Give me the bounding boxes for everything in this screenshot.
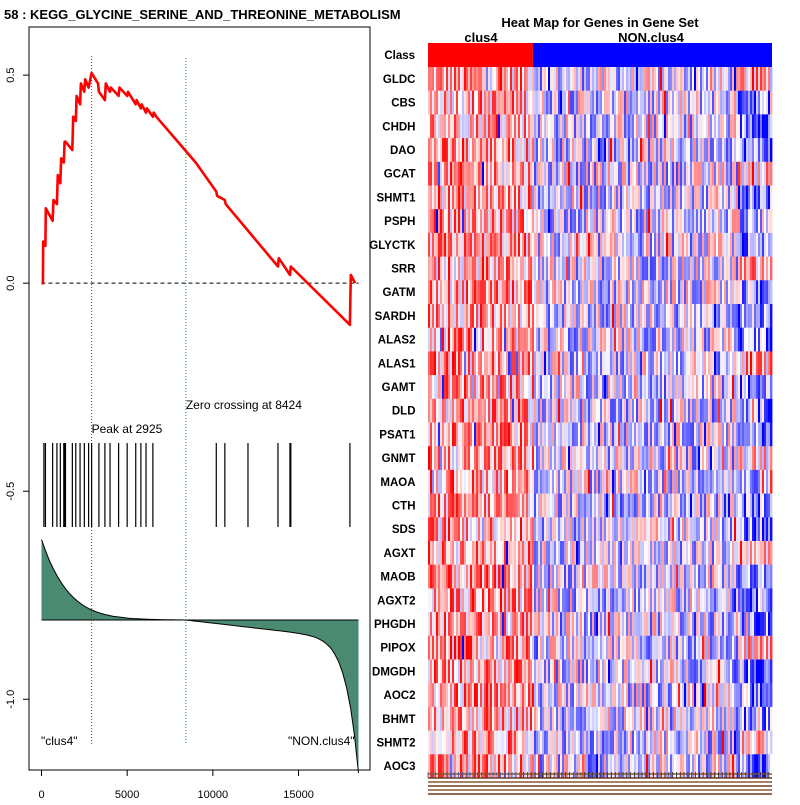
heatmap-row	[428, 375, 772, 399]
heatmap-row	[428, 351, 772, 375]
heatmap-row	[428, 209, 772, 233]
heatmap-cell	[770, 399, 772, 423]
heatmap-cell	[770, 423, 772, 447]
y-tick-label: -0.5	[5, 482, 17, 501]
heatmap-title: Heat Map for Genes in Gene Set	[501, 15, 699, 30]
heatmap-row	[428, 186, 772, 210]
heatmap-cell	[770, 470, 772, 494]
heatmap-row	[428, 280, 772, 304]
heatmap-cell	[770, 209, 772, 233]
heatmap-cell	[770, 304, 772, 328]
heatmap-row	[428, 138, 772, 162]
group-label-clus4: "clus4"	[41, 734, 78, 748]
peak-label: Peak at 2925	[92, 422, 163, 436]
gene-heatmap: Heat Map for Genes in Gene Set clus4 NON…	[369, 15, 772, 794]
heatmap-row	[428, 707, 772, 731]
heatmap-row	[428, 328, 772, 352]
heatmap-row	[428, 636, 772, 660]
heatmap-cell	[770, 328, 772, 352]
heatmap-cell	[770, 257, 772, 281]
heatmap-row	[428, 446, 772, 470]
class-bar	[428, 43, 772, 67]
y-axis: 0.5 0.0 -0.5 -1.0	[5, 67, 29, 708]
heatmap-cell	[770, 280, 772, 304]
heatmap-cell	[770, 565, 772, 589]
heatmap-cell	[770, 186, 772, 210]
heatmap-row	[428, 399, 772, 423]
enrichment-plot: 58 : KEGG_GLYCINE_SERINE_AND_THREONINE_M…	[4, 7, 401, 800]
y-tick-label: 0.0	[5, 276, 17, 291]
heatmap-cell	[770, 67, 772, 91]
heatmap-row	[428, 91, 772, 115]
heatmap-row	[428, 114, 772, 138]
heatmap-row	[428, 494, 772, 518]
heatmap-row	[428, 304, 772, 328]
class-name-non-clus4: NON.clus4	[618, 30, 685, 45]
heatmap-cell	[770, 162, 772, 186]
heatmap-row	[428, 683, 772, 707]
heatmap-row	[428, 565, 772, 589]
heatmap-cell	[770, 707, 772, 731]
heatmap-row	[428, 233, 772, 257]
heatmap-cell	[770, 588, 772, 612]
heatmap-cell	[770, 91, 772, 115]
heatmap-cell	[770, 375, 772, 399]
heatmap-cell	[770, 233, 772, 257]
zero-crossing-label: Zero crossing at 8424	[186, 398, 302, 412]
heatmap-row	[428, 257, 772, 281]
heatmap-row	[428, 541, 772, 565]
heatmap-row	[428, 660, 772, 684]
heatmap-row	[428, 162, 772, 186]
x-axis: 0 5000 10000 15000	[38, 770, 313, 800]
heatmap-row	[428, 67, 772, 91]
heatmap-row	[428, 423, 772, 447]
heatmap-row	[428, 588, 772, 612]
y-tick-label: 0.5	[5, 67, 17, 82]
heatmap-cell	[770, 351, 772, 375]
heatmap-row	[428, 470, 772, 494]
heatmap-cell	[770, 541, 772, 565]
x-tick-label: 5000	[115, 789, 139, 800]
heatmap-cell	[770, 114, 772, 138]
heatmap-cell	[770, 494, 772, 518]
y-tick-label: -1.0	[5, 690, 17, 709]
heatmap-cell	[770, 517, 772, 541]
heatmap-cell	[770, 683, 772, 707]
enrichment-title: 58 : KEGG_GLYCINE_SERINE_AND_THREONINE_M…	[4, 7, 401, 22]
class-row-label: Class	[384, 50, 415, 62]
class-bar-clus4	[428, 43, 533, 67]
heatmap-cells	[428, 67, 772, 778]
heatmap-cell	[770, 660, 772, 684]
heatmap-cell	[770, 138, 772, 162]
x-tick-label: 0	[38, 789, 44, 800]
heatmap-cell	[770, 636, 772, 660]
heatmap-row	[428, 731, 772, 755]
class-name-clus4: clus4	[464, 30, 498, 45]
heatmap-cell	[770, 612, 772, 636]
group-label-non-clus4: "NON.clus4"	[288, 734, 355, 748]
x-tick-label: 15000	[283, 789, 314, 800]
heatmap-row	[428, 517, 772, 541]
x-tick-label: 10000	[198, 789, 229, 800]
class-bar-non-clus4	[533, 43, 772, 67]
heatmap-row	[428, 612, 772, 636]
heatmap-cell	[770, 446, 772, 470]
